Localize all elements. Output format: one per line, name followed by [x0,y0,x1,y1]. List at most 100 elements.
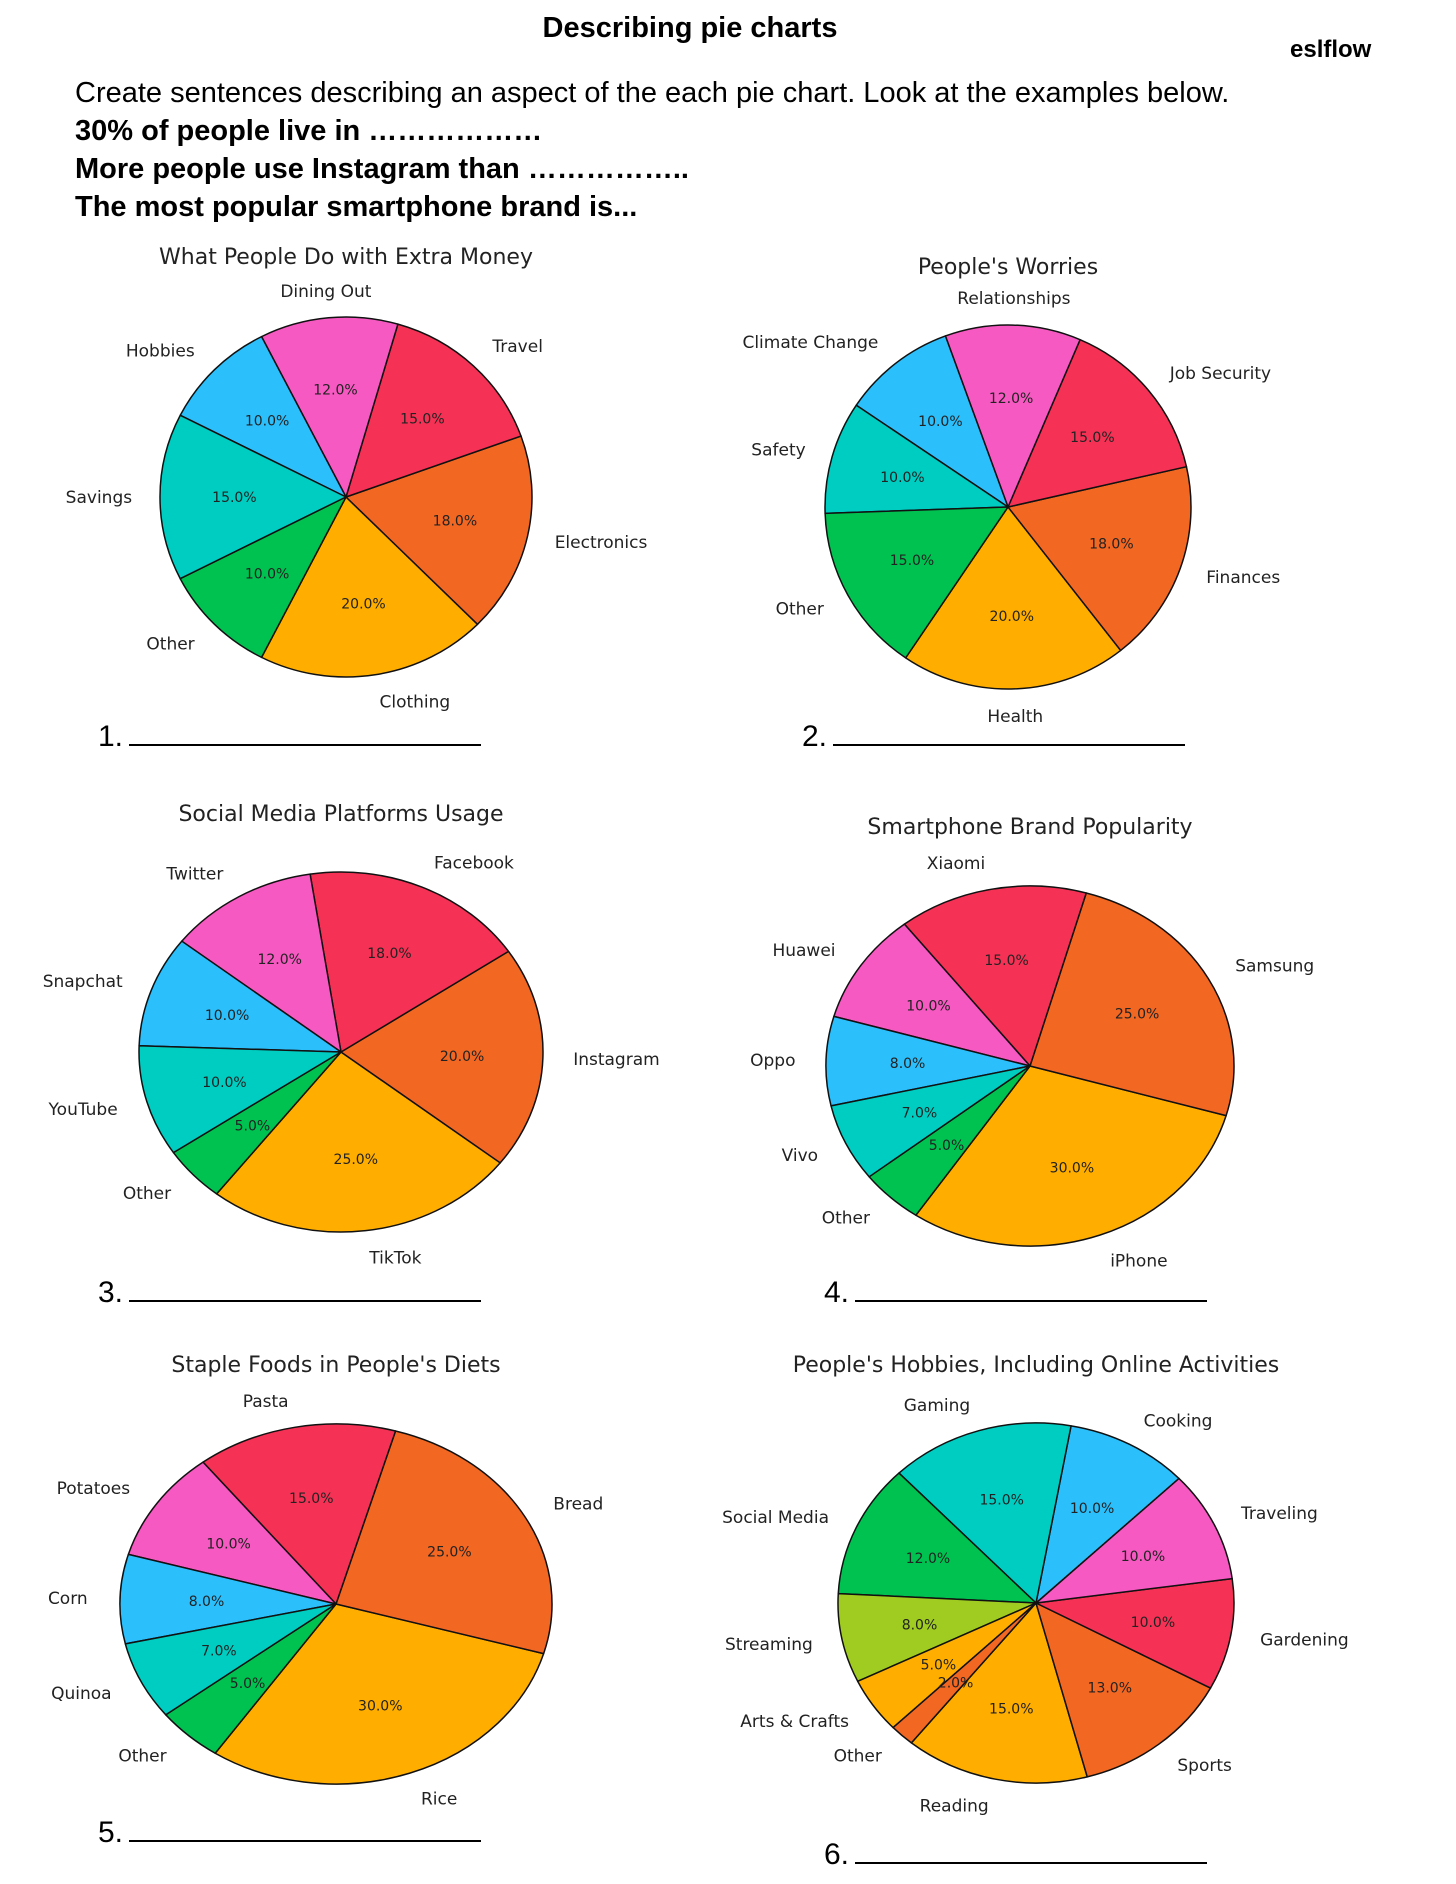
answer-line-1[interactable]: 1. [98,718,482,754]
pie-percent-label: 30.0% [358,1699,402,1715]
answer-number: 4. [824,1276,850,1309]
pie-category-label: Savings [66,488,133,508]
pie-chart-2: People's Worries 20.0% Health 18.0% Finances… [742,255,1280,727]
pie-chart-1: What People Do with Extra Money 20.0% Clot… [66,245,648,713]
pie-percent-label: 20.0% [341,597,385,613]
pie-category-label: TikTok [368,1249,421,1269]
pie-slice-potatoes [127,1461,337,1605]
pie-slice-job-security [1007,338,1188,508]
pie-category-label: Other [776,600,824,620]
pie-percent-label: 2.0% [938,1676,974,1692]
example-sentence-3: The most popular smartphone brand is... [75,191,638,223]
pie-percent-label: 10.0% [245,414,289,430]
pie-percent-label: 7.0% [902,1105,938,1121]
pie-percent-label: 10.0% [918,414,962,430]
pie-category-label: YouTube [48,1100,118,1120]
pie-category-label: Streaming [725,1635,813,1655]
pie-category-label: Xiaomi [927,854,985,874]
blank-line[interactable] [129,1814,482,1842]
pie-category-label: Gardening [1260,1631,1349,1651]
pie-slice-hobbies [179,335,347,498]
blank-line[interactable] [833,718,1186,746]
pie-slice-snapchat [138,940,342,1053]
pie-slice-rice [214,1603,545,1785]
pie-percent-label: 8.0% [890,1056,926,1072]
chart-title: Staple Foods in People's Diets [171,1353,500,1378]
pie-category-label: Electronics [555,533,648,553]
pie-percent-label: 10.0% [1131,1615,1175,1631]
pie-percent-label: 20.0% [990,609,1034,625]
pie-slice-gaming [898,1422,1072,1604]
pie-category-label: Sports [1177,1756,1232,1776]
pie-slice-cooking [1035,1425,1180,1604]
pie-slice-social-media [837,1472,1037,1604]
pie-category-label: Job Security [1169,364,1271,384]
pie-percent-label: 25.0% [1115,1007,1159,1023]
pie-category-label: Quinoa [51,1684,111,1704]
answer-line-5[interactable]: 5. [98,1814,482,1850]
answer-number: 1. [98,720,124,753]
pie-category-label: Potatoes [57,1479,131,1499]
pie-category-label: Other [146,634,194,654]
pie-category-label: Finances [1206,568,1280,588]
pie-category-label: Cooking [1144,1412,1213,1432]
pie-percent-label: 8.0% [902,1617,938,1633]
pie-category-label: Relationships [957,289,1070,309]
pie-percent-label: 18.0% [433,514,477,530]
pie-percent-label: 15.0% [400,411,444,427]
pie-slice-other [892,1602,1037,1744]
pie-slice-relationships [944,324,1081,508]
pie-percent-label: 7.0% [201,1643,237,1659]
pie-percent-label: 25.0% [334,1152,378,1168]
pie-slice-iphone [915,1065,1227,1247]
pie-slice-corn [119,1553,337,1645]
brand-logo-text: eslflow [1290,36,1372,63]
pie-category-label: iPhone [1110,1252,1167,1272]
answer-line-3[interactable]: 3. [98,1274,482,1310]
pie-percent-label: 10.0% [1070,1501,1114,1517]
answer-number: 3. [98,1276,124,1309]
pie-percent-label: 10.0% [1121,1549,1165,1565]
pie-percent-label: 15.0% [989,1702,1033,1718]
pie-percent-label: 10.0% [202,1075,246,1091]
pie-category-label: Oppo [750,1051,795,1071]
pie-chart-4: Smartphone Brand Popularity 30.0% iPhone 25… [750,815,1314,1272]
blank-line[interactable] [855,1274,1208,1302]
pie-slice-oppo [825,1015,1031,1107]
pie-category-label: Social Media [722,1508,829,1528]
pie-category-label: Rice [421,1790,457,1810]
pie-slice-finances [1007,465,1192,652]
answer-line-6[interactable]: 6. [824,1836,1208,1872]
answer-line-2[interactable]: 2. [802,718,1186,754]
pie-percent-label: 10.0% [880,470,924,486]
blank-line[interactable] [129,1274,482,1302]
pie-percent-label: 18.0% [1089,537,1133,553]
answer-line-4[interactable]: 4. [824,1274,1208,1310]
pie-slice-other [172,1051,342,1195]
pie-percent-label: 10.0% [206,1537,250,1553]
pie-percent-label: 5.0% [921,1658,957,1674]
blank-line[interactable] [129,718,482,746]
pie-percent-label: 15.0% [289,1491,333,1507]
pie-percent-label: 15.0% [212,490,256,506]
example-sentence-1: 30% of people live in ……………… [75,115,543,147]
pie-percent-label: 5.0% [235,1119,271,1135]
pie-slice-sports [1035,1602,1212,1778]
blank-line[interactable] [855,1836,1208,1864]
pie-percent-label: 12.0% [989,391,1033,407]
pie-percent-label: 25.0% [427,1545,471,1561]
pie-slice-other [868,1065,1031,1216]
pie-slice-streaming [837,1592,1037,1683]
pie-slice-health [904,506,1122,690]
pie-category-label: Facebook [434,853,514,873]
pie-percent-label: 5.0% [230,1676,266,1692]
pie-percent-label: 15.0% [984,953,1028,969]
pie-category-label: Bread [553,1495,603,1515]
pie-category-label: Samsung [1235,957,1314,977]
pie-category-label: Climate Change [742,333,878,353]
pie-slice-instagram [340,950,544,1164]
page-title: Describing pie charts [542,12,838,44]
pie-category-label: Gaming [904,1396,970,1416]
pie-percent-label: 12.0% [257,952,301,968]
pie-slice-dining-out [260,316,399,498]
